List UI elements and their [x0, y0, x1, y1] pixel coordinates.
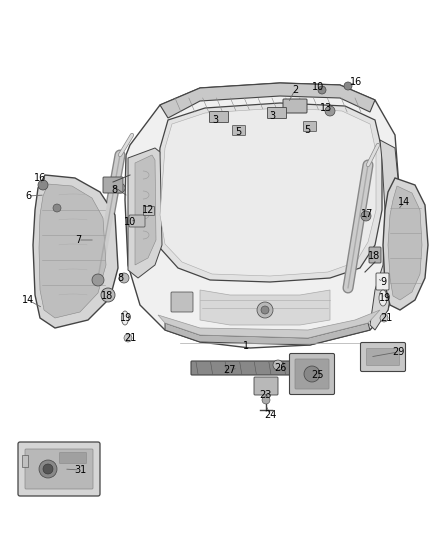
Text: 12: 12 — [142, 205, 154, 215]
Circle shape — [39, 460, 57, 478]
Text: 9: 9 — [380, 277, 386, 287]
FancyBboxPatch shape — [304, 122, 317, 132]
Text: 25: 25 — [312, 370, 324, 380]
Circle shape — [92, 274, 104, 286]
Circle shape — [257, 302, 273, 318]
Polygon shape — [125, 83, 400, 348]
Polygon shape — [165, 323, 370, 345]
FancyBboxPatch shape — [367, 349, 399, 366]
Text: 14: 14 — [22, 295, 34, 305]
Text: 5: 5 — [304, 125, 310, 135]
Circle shape — [119, 273, 129, 283]
Polygon shape — [160, 83, 375, 118]
FancyBboxPatch shape — [103, 177, 123, 193]
Text: 2: 2 — [292, 85, 298, 95]
Text: 26: 26 — [274, 363, 286, 373]
Circle shape — [115, 183, 125, 193]
Circle shape — [53, 204, 61, 212]
Polygon shape — [33, 175, 118, 328]
Bar — [22, 455, 28, 467]
Circle shape — [344, 82, 352, 90]
FancyBboxPatch shape — [144, 206, 155, 215]
FancyBboxPatch shape — [254, 377, 278, 395]
FancyBboxPatch shape — [283, 99, 307, 113]
Text: 1: 1 — [243, 341, 249, 351]
Text: 13: 13 — [320, 103, 332, 113]
Text: 23: 23 — [259, 390, 271, 400]
Polygon shape — [158, 310, 380, 338]
Circle shape — [261, 306, 269, 314]
Text: 10: 10 — [124, 217, 136, 227]
Ellipse shape — [121, 311, 128, 325]
FancyBboxPatch shape — [290, 353, 335, 394]
Text: 19: 19 — [379, 293, 391, 303]
Circle shape — [318, 86, 326, 94]
Polygon shape — [128, 148, 162, 278]
FancyBboxPatch shape — [129, 215, 145, 227]
Text: 27: 27 — [224, 365, 236, 375]
FancyBboxPatch shape — [369, 247, 381, 263]
Circle shape — [101, 288, 115, 302]
Text: 18: 18 — [101, 291, 113, 301]
Text: 3: 3 — [212, 115, 218, 125]
Text: 18: 18 — [368, 251, 380, 261]
Polygon shape — [155, 103, 382, 282]
Text: 24: 24 — [264, 410, 276, 420]
FancyBboxPatch shape — [25, 449, 93, 489]
Circle shape — [361, 211, 371, 221]
Polygon shape — [383, 178, 428, 310]
Text: 5: 5 — [235, 127, 241, 137]
Text: 17: 17 — [361, 209, 373, 219]
Text: 14: 14 — [398, 197, 410, 207]
Text: 8: 8 — [111, 185, 117, 195]
Text: 21: 21 — [124, 333, 136, 343]
Polygon shape — [39, 184, 106, 318]
FancyBboxPatch shape — [209, 111, 229, 123]
Circle shape — [43, 464, 53, 474]
Text: 16: 16 — [350, 77, 362, 87]
Text: 21: 21 — [380, 313, 392, 323]
Text: 6: 6 — [25, 191, 31, 201]
Circle shape — [38, 180, 48, 190]
Text: 7: 7 — [75, 235, 81, 245]
Text: 3: 3 — [269, 111, 275, 121]
Circle shape — [304, 366, 320, 382]
Polygon shape — [200, 290, 330, 325]
FancyBboxPatch shape — [233, 125, 246, 135]
Ellipse shape — [379, 290, 387, 306]
FancyBboxPatch shape — [268, 108, 286, 118]
FancyBboxPatch shape — [18, 442, 100, 496]
Circle shape — [380, 314, 388, 322]
Text: 19: 19 — [120, 313, 132, 323]
Circle shape — [325, 106, 335, 116]
FancyBboxPatch shape — [295, 359, 329, 389]
Polygon shape — [370, 140, 400, 330]
Text: 16: 16 — [34, 173, 46, 183]
Circle shape — [262, 396, 270, 404]
Polygon shape — [388, 186, 422, 300]
Text: 31: 31 — [74, 465, 86, 475]
Polygon shape — [160, 108, 376, 276]
FancyBboxPatch shape — [376, 273, 389, 290]
Polygon shape — [135, 155, 156, 265]
Circle shape — [273, 360, 283, 370]
Text: 29: 29 — [392, 347, 404, 357]
Text: 8: 8 — [117, 273, 123, 283]
FancyBboxPatch shape — [191, 361, 303, 375]
FancyBboxPatch shape — [171, 292, 193, 312]
FancyBboxPatch shape — [60, 453, 86, 464]
Circle shape — [124, 334, 132, 342]
FancyBboxPatch shape — [360, 343, 406, 372]
Text: 10: 10 — [312, 82, 324, 92]
